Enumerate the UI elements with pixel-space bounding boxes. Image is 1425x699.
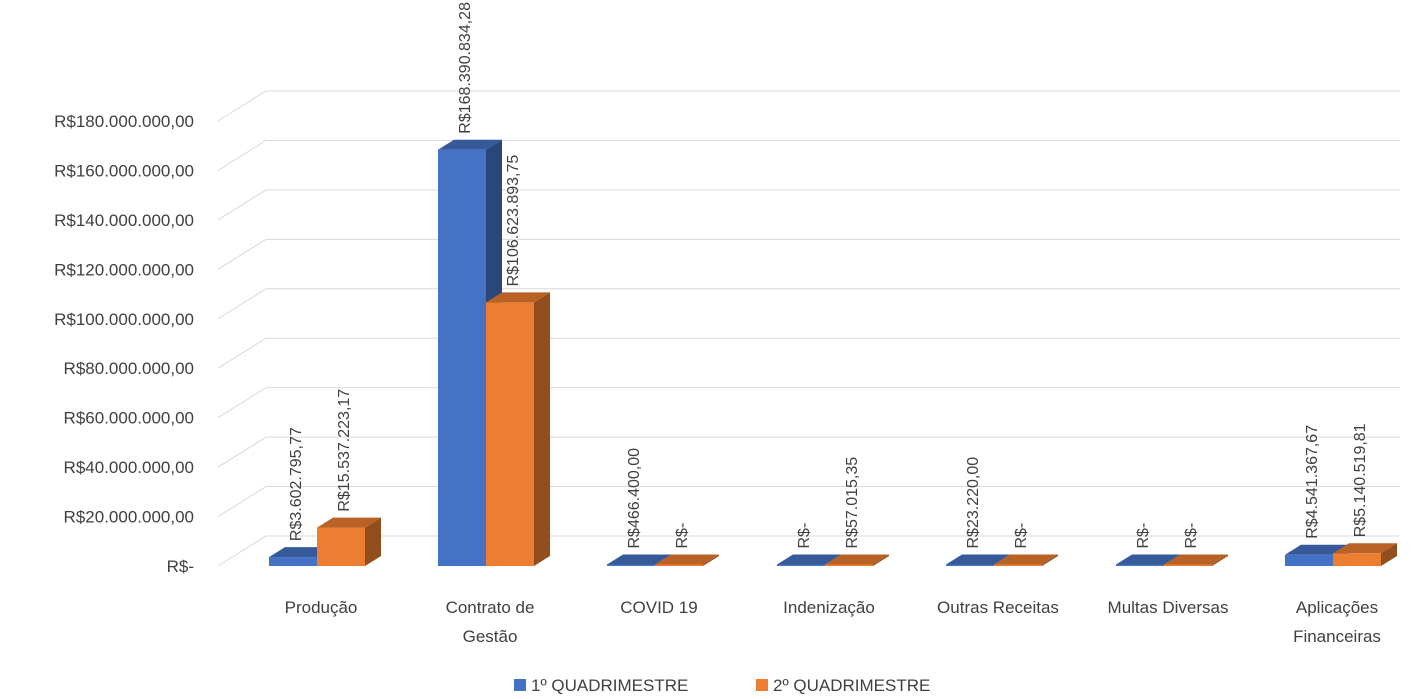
data-labels: R$3.602.795,77 R$168.390.834,28 R$466.400,…	[288, 2, 1369, 549]
bar-2-3	[655, 554, 719, 566]
bar-2-1	[317, 517, 381, 566]
y-tick-label: R$140.000.000,00	[54, 211, 194, 230]
x-tick-label: Gestão	[463, 627, 518, 646]
gridline	[217, 486, 1400, 517]
data-label: R$-	[674, 523, 691, 549]
bar-2-4	[825, 554, 889, 566]
bar-side	[365, 517, 381, 566]
x-tick-label: Aplicações	[1296, 598, 1378, 617]
data-label: R$23.220,00	[965, 457, 982, 549]
x-tick-label: Financeiras	[1293, 627, 1381, 646]
y-axis-ticks: R$- R$20.000.000,00 R$40.000.000,00 R$60.00…	[54, 112, 194, 576]
gridline	[217, 189, 1400, 221]
gridline	[217, 139, 1400, 171]
bar-side	[534, 292, 550, 566]
bar-front	[1164, 564, 1212, 566]
gridline	[217, 535, 1400, 567]
y-tick-label: R$80.000.000,00	[64, 359, 194, 378]
bar-top	[946, 554, 1010, 565]
bar-top	[777, 554, 841, 565]
bar-top	[1285, 544, 1349, 555]
bars	[269, 139, 1397, 566]
bar-top	[994, 554, 1058, 565]
bar-side	[1042, 554, 1058, 566]
bar-front	[946, 564, 994, 566]
bar-front	[1116, 564, 1164, 566]
data-label: R$15.537.223,17	[336, 389, 353, 512]
bar-2-7	[1333, 543, 1397, 566]
y-tick-label: R$100.000.000,00	[54, 310, 194, 329]
bar-front	[825, 564, 873, 566]
data-label: R$4.541.367,67	[1304, 425, 1321, 539]
data-label: R$3.602.795,77	[288, 427, 305, 541]
x-axis-ticks: Produção Contrato de Gestão COVID 19 Indeniz…	[285, 598, 1381, 646]
bar-top	[655, 554, 719, 565]
bar-front	[777, 564, 825, 566]
bar-front	[438, 149, 486, 566]
y-tick-label: R$40.000.000,00	[64, 458, 194, 477]
y-tick-label: R$60.000.000,00	[64, 409, 194, 428]
legend-label: 2º QUADRIMESTRE	[773, 676, 930, 694]
bar-top	[825, 554, 889, 565]
bar-top	[1116, 554, 1180, 565]
data-label: R$-	[1183, 523, 1200, 549]
x-tick-label: COVID 19	[620, 598, 697, 617]
x-tick-label: Outras Receitas	[937, 598, 1059, 617]
y-tick-label: R$180.000.000,00	[54, 112, 194, 131]
y-tick-label: R$120.000.000,00	[54, 260, 194, 279]
bar-front	[994, 564, 1042, 566]
gridline	[217, 337, 1400, 369]
data-label: R$-	[1013, 523, 1030, 549]
bar-side	[873, 554, 889, 566]
gridline	[217, 90, 1400, 122]
bar-top	[1333, 543, 1397, 554]
bar-side	[1381, 543, 1397, 566]
data-label: R$-	[796, 523, 813, 549]
legend-swatch	[514, 679, 526, 691]
gridline	[217, 436, 1400, 468]
bar-front	[269, 557, 317, 566]
data-label: R$57.015,35	[844, 457, 861, 549]
bar-2-2	[486, 292, 550, 566]
bar-side	[1212, 554, 1228, 566]
bar-front	[1333, 553, 1381, 566]
data-label: R$168.390.834,28	[457, 2, 474, 134]
x-tick-label: Indenização	[783, 598, 875, 617]
gridline	[217, 288, 1400, 320]
data-label: R$106.623.893,75	[505, 155, 522, 287]
bar-top	[486, 292, 550, 303]
legend: 1º QUADRIMESTRE 2º QUADRIMESTRE	[514, 676, 930, 695]
x-tick-label: Multas Diversas	[1108, 598, 1229, 617]
legend-swatch	[756, 679, 768, 691]
data-label: R$-	[1135, 523, 1152, 549]
y-tick-label: R$20.000.000,00	[64, 508, 194, 527]
x-tick-label: Contrato de	[446, 598, 535, 617]
bar-front	[1285, 554, 1333, 566]
bar-front	[486, 302, 534, 566]
bar-front	[655, 564, 703, 566]
gridline	[217, 387, 1400, 419]
bar-top	[607, 554, 671, 565]
x-tick-label: Produção	[285, 598, 358, 617]
bar-2-6	[1164, 554, 1228, 566]
bar-front	[607, 564, 655, 566]
bar-top	[317, 517, 381, 528]
y-tick-label: R$160.000.000,00	[54, 161, 194, 180]
gridlines	[217, 90, 1400, 567]
bar-top	[438, 139, 502, 150]
gridline	[217, 238, 1400, 270]
bar-front	[317, 527, 365, 566]
bar-top	[1164, 554, 1228, 565]
data-label: R$466.400,00	[626, 448, 643, 549]
bar-2-5	[994, 554, 1058, 566]
legend-label: 1º QUADRIMESTRE	[531, 676, 688, 694]
bar-side	[703, 554, 719, 566]
y-tick-label: R$-	[167, 557, 194, 576]
data-label: R$5.140.519,81	[1352, 423, 1369, 537]
